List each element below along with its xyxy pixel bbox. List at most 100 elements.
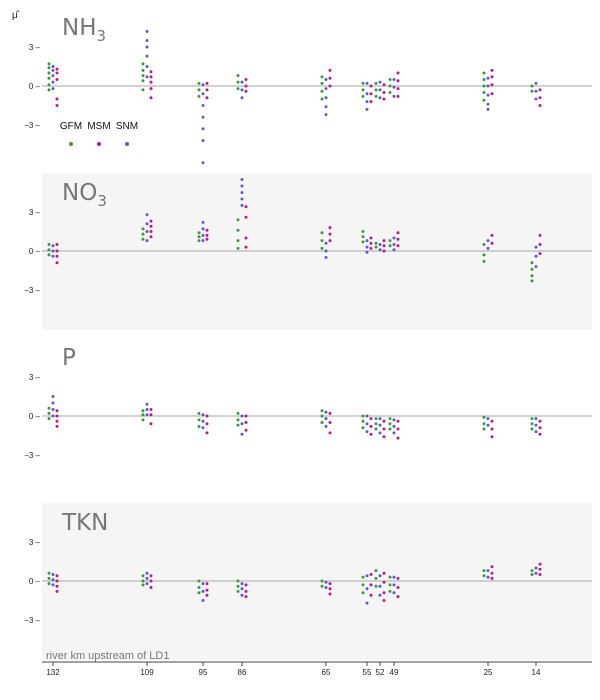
data-point-msm <box>205 228 209 232</box>
data-point-snm <box>392 248 396 252</box>
data-point-msm <box>55 249 59 253</box>
data-point-msm <box>205 96 209 100</box>
panel-title-subscript: 3 <box>97 27 107 45</box>
data-point-gfm <box>141 579 145 583</box>
legend-marker-snm <box>125 142 129 146</box>
data-point-gfm <box>361 230 365 233</box>
data-point-gfm <box>47 62 51 66</box>
data-point-snm <box>365 414 369 418</box>
y-axis-label: μ̂ <box>12 9 20 21</box>
data-point-gfm <box>320 89 324 93</box>
data-point-gfm <box>141 74 145 78</box>
data-point-gfm <box>47 71 51 75</box>
data-point-msm <box>328 592 332 596</box>
data-point-snm <box>51 244 55 248</box>
data-point-snm <box>365 601 369 605</box>
data-point-snm <box>201 115 205 119</box>
data-point-gfm <box>197 411 201 415</box>
data-point-snm <box>324 105 328 109</box>
data-point-snm <box>145 39 149 42</box>
data-point-snm <box>324 410 328 414</box>
data-point-snm <box>201 233 205 237</box>
data-point-msm <box>205 582 209 586</box>
data-point-snm <box>365 100 369 104</box>
data-point-gfm <box>388 78 392 81</box>
data-point-gfm <box>320 81 324 85</box>
data-point-msm <box>369 573 373 576</box>
data-point-snm <box>201 161 205 165</box>
legend-label-gfm: GFM <box>60 121 82 132</box>
data-point-snm <box>145 413 149 417</box>
data-point-msm <box>244 236 248 240</box>
data-point-msm <box>205 431 209 435</box>
data-point-snm <box>201 419 205 423</box>
data-point-msm <box>538 233 542 237</box>
legend-marker-msm <box>97 142 101 146</box>
data-point-gfm <box>361 575 365 579</box>
data-point-gfm <box>482 415 486 419</box>
data-point-gfm <box>530 274 534 278</box>
data-point-msm <box>369 100 373 104</box>
data-point-msm <box>396 595 400 599</box>
panel-title-tkn: TKN <box>61 510 108 536</box>
y-tick-label: 0 – <box>29 412 41 421</box>
data-point-msm <box>55 584 59 588</box>
data-point-msm <box>382 599 386 602</box>
data-point-snm <box>201 227 205 231</box>
data-point-gfm <box>197 418 201 422</box>
data-point-gfm <box>320 75 324 79</box>
data-point-gfm <box>236 589 240 593</box>
data-point-msm <box>369 236 373 240</box>
data-point-msm <box>369 593 373 597</box>
data-point-gfm <box>320 409 324 413</box>
data-point-gfm <box>482 84 486 88</box>
data-point-gfm <box>236 87 240 91</box>
data-point-gfm <box>374 584 378 588</box>
data-point-gfm <box>374 81 378 85</box>
data-point-gfm <box>482 243 486 246</box>
x-tick-label: 25 <box>484 668 493 677</box>
data-point-msm <box>382 239 386 243</box>
data-point-snm <box>486 569 490 573</box>
x-tick-label: 65 <box>322 668 331 677</box>
data-point-msm <box>382 419 386 423</box>
data-point-msm <box>55 414 59 418</box>
data-point-gfm <box>388 583 392 587</box>
legend-marker-gfm <box>69 142 73 146</box>
data-point-snm <box>145 576 149 580</box>
panel-title-p: P <box>62 345 76 371</box>
data-point-gfm <box>47 248 51 252</box>
data-point-msm <box>382 249 386 253</box>
data-point-snm <box>534 245 538 249</box>
data-point-msm <box>149 230 153 233</box>
data-point-snm <box>534 430 538 434</box>
data-point-gfm <box>361 591 365 595</box>
data-point-msm <box>490 435 494 439</box>
data-point-gfm <box>197 88 201 92</box>
data-point-msm <box>149 219 153 223</box>
data-point-snm <box>240 88 244 92</box>
data-point-gfm <box>197 231 201 235</box>
data-point-gfm <box>141 237 145 241</box>
data-point-snm <box>145 239 149 243</box>
data-point-snm <box>534 417 538 421</box>
x-tick-label: 109 <box>140 668 154 677</box>
x-axis-label: river km upstream of LD1 <box>46 650 169 662</box>
data-point-snm <box>392 591 396 595</box>
data-point-snm <box>51 74 55 78</box>
data-point-snm <box>145 582 149 586</box>
data-point-gfm <box>374 417 378 421</box>
data-point-snm <box>324 417 328 421</box>
data-point-msm <box>244 421 248 424</box>
data-point-msm <box>382 83 386 87</box>
x-tick-label: 14 <box>532 668 541 677</box>
data-point-msm <box>149 413 153 417</box>
data-point-snm <box>324 424 328 428</box>
x-tick-label: 86 <box>238 668 247 677</box>
data-point-snm <box>378 574 382 578</box>
data-point-msm <box>369 424 373 428</box>
data-point-snm <box>240 178 244 181</box>
data-point-msm <box>490 233 494 237</box>
data-point-snm <box>324 96 328 100</box>
data-point-gfm <box>236 246 240 250</box>
